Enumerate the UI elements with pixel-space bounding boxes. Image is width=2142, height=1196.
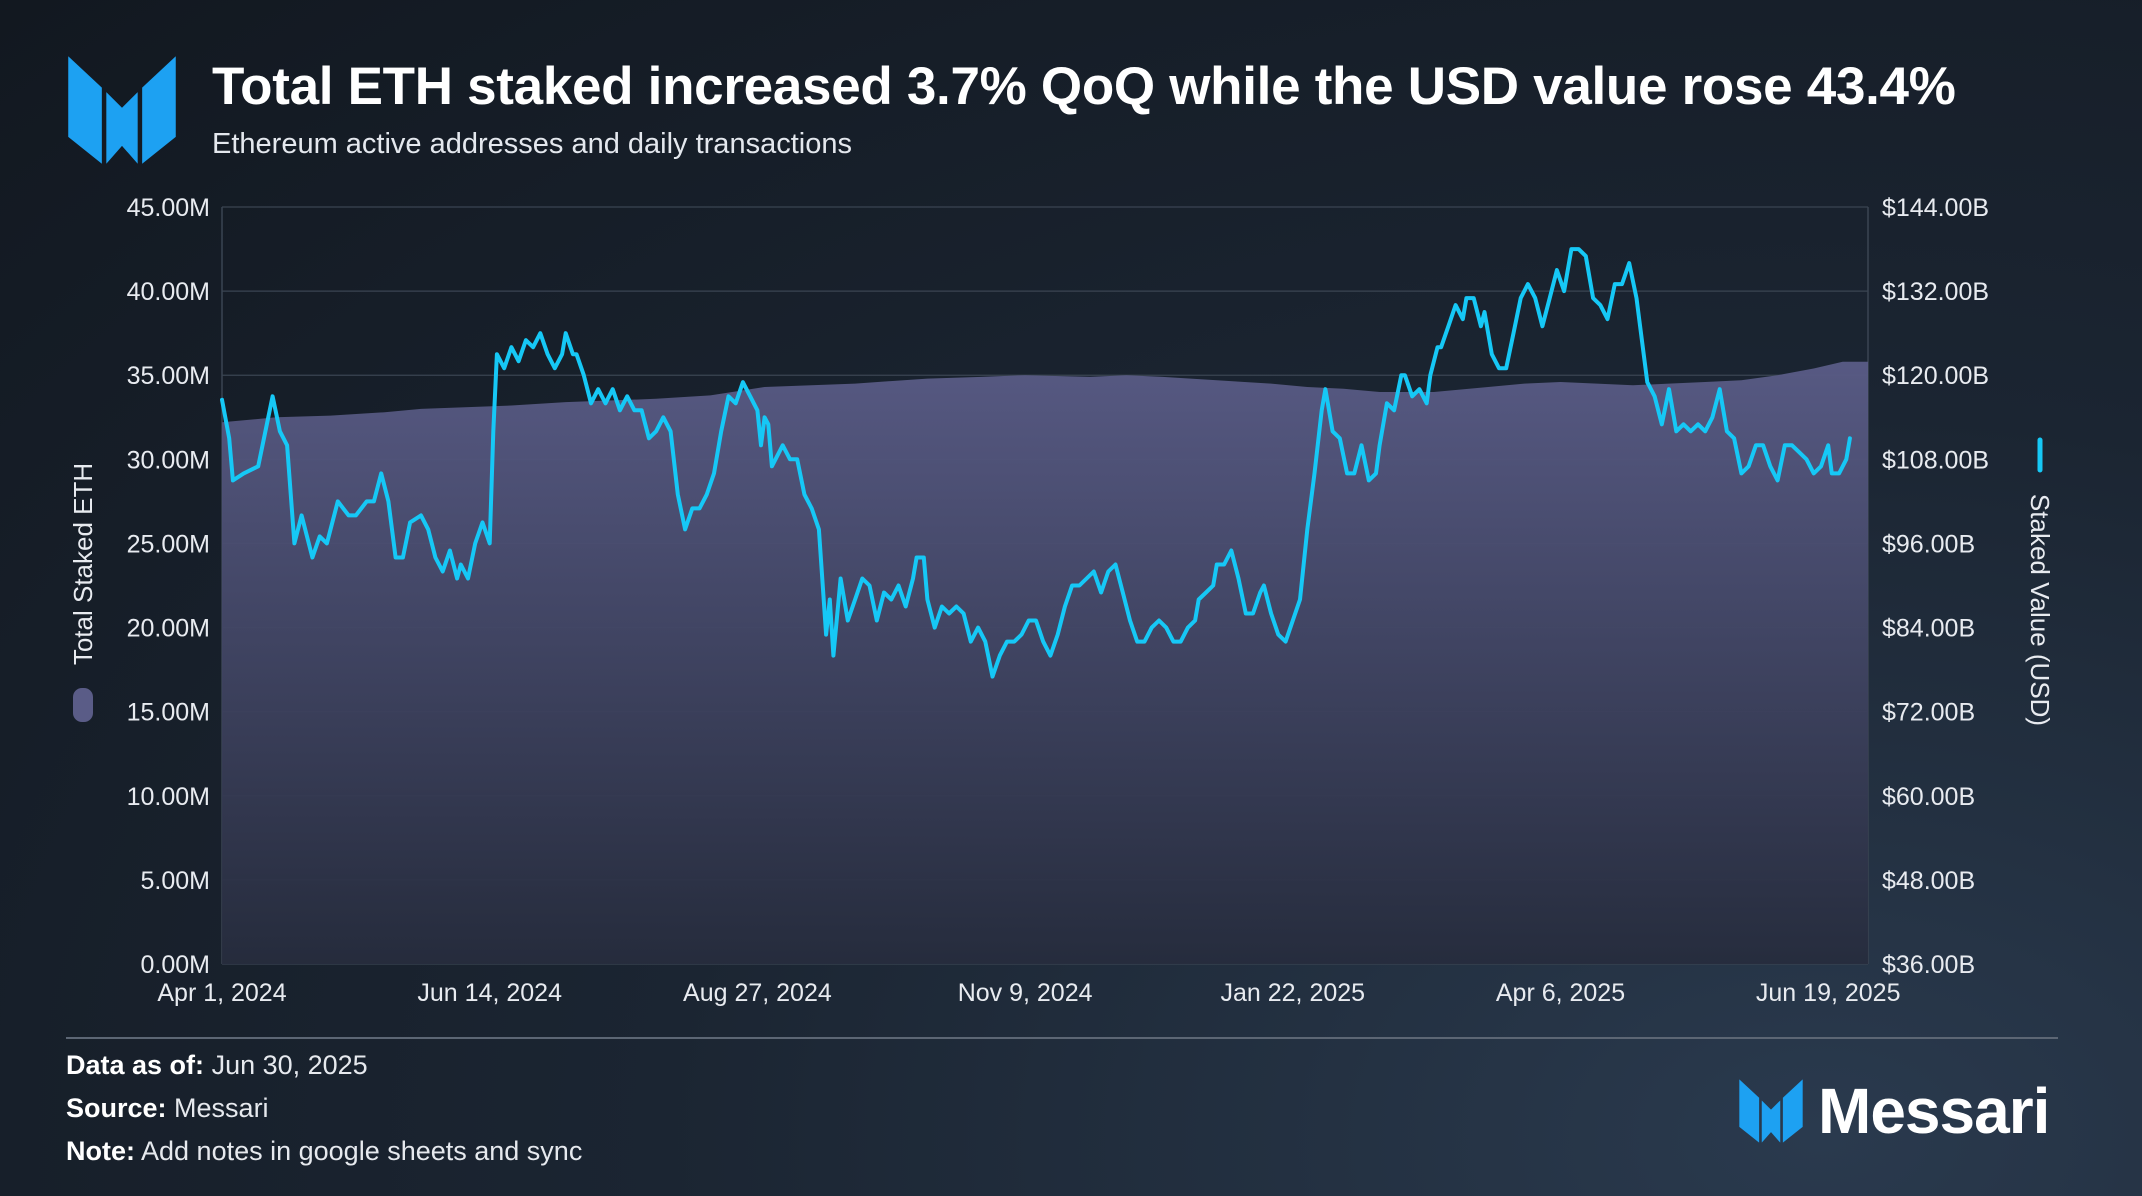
x-tick-label: Apr 6, 2025	[1496, 979, 1625, 1007]
data-as-of-value: Jun 30, 2025	[211, 1050, 368, 1080]
x-tick-label: Apr 1, 2024	[157, 979, 286, 1007]
note-value: Add notes in google sheets and sync	[141, 1136, 583, 1166]
x-tick-label: Nov 9, 2024	[958, 979, 1093, 1007]
source-note: Source: Messari	[66, 1093, 269, 1124]
left-tick-label: 30.00M	[127, 446, 210, 474]
left-tick-label: 25.00M	[127, 530, 210, 558]
area-legend-swatch	[73, 688, 93, 722]
chart-subtitle: Ethereum active addresses and daily tran…	[212, 128, 852, 160]
data-as-of-label: Data as of:	[66, 1050, 205, 1080]
left-tick-label: 10.00M	[127, 783, 210, 811]
left-tick-label: 45.00M	[127, 194, 210, 222]
brand-name: Messari	[1818, 1075, 2050, 1147]
right-tick-label: $48.00B	[1882, 867, 1975, 895]
right-tick-label: $60.00B	[1882, 783, 1975, 811]
right-tick-label: $72.00B	[1882, 699, 1975, 727]
source-value: Messari	[174, 1093, 269, 1123]
note-label: Note:	[66, 1136, 135, 1166]
right-tick-label: $84.00B	[1882, 615, 1975, 643]
left-tick-label: 5.00M	[141, 867, 210, 895]
axes: 0.00M $36.00B 5.00M $48.00B 10.00M $60.00B 15.…	[127, 194, 1989, 1007]
data-as-of-note: Data as of: Jun 30, 2025	[66, 1050, 368, 1081]
left-tick-label: 35.00M	[127, 362, 210, 390]
brand-footer: Messari	[1738, 1075, 2050, 1147]
total-staked-eth-area	[222, 361, 1868, 964]
staked-value-usd-line	[220, 247, 1852, 679]
line-series	[220, 247, 1852, 679]
messari-logo-icon	[68, 56, 176, 164]
note-line: Note: Add notes in google sheets and syn…	[66, 1136, 582, 1167]
right-tick-label: $144.00B	[1882, 194, 1989, 222]
x-tick-label: Jun 19, 2025	[1756, 979, 1901, 1007]
source-label: Source:	[66, 1093, 167, 1123]
left-axis-title: Total Staked ETH	[68, 463, 98, 665]
right-tick-label: $120.00B	[1882, 362, 1989, 390]
right-tick-label: $96.00B	[1882, 530, 1975, 558]
left-tick-label: 15.00M	[127, 699, 210, 727]
x-tick-label: Jun 14, 2024	[417, 979, 562, 1007]
chart-title: Total ETH staked increased 3.7% QoQ whil…	[212, 57, 1956, 116]
messari-logo-icon	[1739, 1079, 1803, 1143]
left-tick-label: 40.00M	[127, 278, 210, 306]
legend: Total Staked ETH Staked Value (USD)	[68, 437, 2055, 726]
right-tick-label: $36.00B	[1882, 951, 1975, 979]
left-tick-label: 0.00M	[141, 951, 210, 979]
area-series	[222, 361, 1868, 964]
left-tick-label: 20.00M	[127, 615, 210, 643]
x-tick-label: Aug 27, 2024	[683, 979, 832, 1007]
right-tick-label: $108.00B	[1882, 446, 1989, 474]
x-tick-label: Jan 22, 2025	[1221, 979, 1366, 1007]
footer-divider	[66, 1037, 2058, 1039]
right-axis-title: Staked Value (USD)	[2025, 494, 2055, 726]
right-tick-label: $132.00B	[1882, 278, 1989, 306]
